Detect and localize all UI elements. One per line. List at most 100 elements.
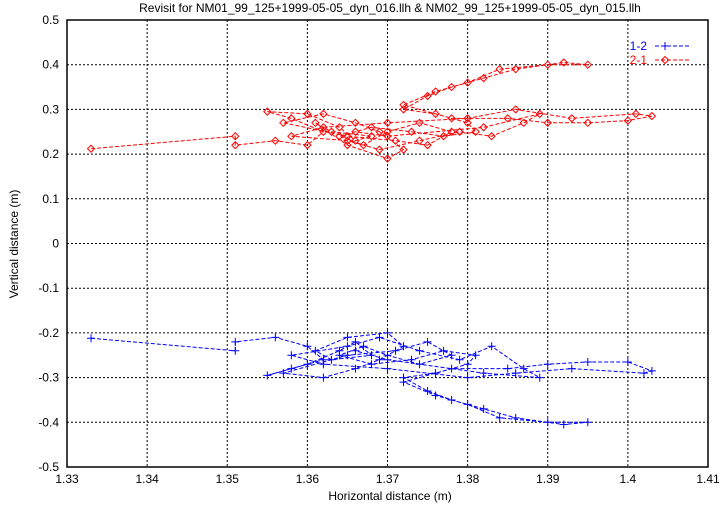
data-point [319,109,328,119]
data-point [415,346,424,355]
data-point [455,355,464,364]
data-point [343,351,352,360]
x-tick-label: 1.36 [296,472,320,486]
y-tick-label: 0.1 [42,192,59,206]
data-point [463,373,472,382]
x-axis-label: Horizontal distance (m) [328,489,451,503]
data-point [495,64,504,74]
series-line-2-1 [90,61,653,160]
data-point [367,351,376,360]
data-point [439,346,448,355]
data-point [399,100,408,110]
data-point [86,144,96,153]
data-point [567,364,576,373]
data-point [375,145,384,154]
y-tick-label: 0.4 [42,58,59,72]
y-tick-label: -0.4 [38,415,59,429]
data-point [319,373,328,382]
data-point [623,116,633,125]
data-point [647,366,656,375]
x-tick-label: 1.34 [135,472,159,486]
data-point [287,351,296,360]
data-point [279,369,288,378]
data-point [87,334,96,343]
data-point [511,369,520,378]
data-point [447,82,456,92]
data-point [431,391,440,400]
data-point [431,87,440,96]
data-point [319,127,328,136]
data-point [383,132,392,141]
data-point [351,118,360,128]
y-tick-label: 0.5 [42,13,59,27]
data-point [303,109,312,119]
data-point [583,418,592,427]
grid [66,19,709,468]
data-point [351,136,360,145]
data-point [335,123,344,132]
data-point [407,355,416,364]
data-point [495,413,504,422]
data-point [319,123,328,132]
data-point [559,420,568,429]
data-point [271,333,280,342]
data-point [415,136,424,145]
data-point [447,395,456,404]
y-tick-label: 0 [52,237,59,251]
data-point [367,360,376,369]
data-point [479,369,488,378]
data-point [447,364,456,373]
data-point [567,114,576,123]
series-line-1-2 [90,332,654,426]
data-point [287,364,296,373]
data-point [231,337,240,346]
data-point [287,114,296,123]
legend-label-1-2: 1-2 [630,39,648,53]
data-point [463,360,472,369]
data-point [391,346,400,355]
data-point [447,114,456,123]
data-point [423,337,432,346]
data-point [375,355,384,364]
data-point [343,132,352,141]
data-point [583,357,592,366]
data-point [503,364,512,373]
data-point [543,60,552,69]
x-tick-label: 1.33 [55,472,79,486]
data-point [343,342,352,351]
data-point [351,364,360,373]
data-point [543,418,552,427]
data-point [415,118,424,128]
data-point [455,127,464,136]
data-point [359,140,368,150]
data-point [487,132,496,141]
legend-label-2-1: 2-1 [630,53,648,67]
series-group [86,58,657,429]
y-tick-label: -0.3 [38,371,59,385]
data-point [383,355,392,364]
data-point [623,357,632,366]
data-point [463,400,472,409]
data-point [583,118,593,128]
x-tick-label: 1.37 [376,472,400,486]
data-point [447,351,456,360]
data-point [311,118,320,128]
data-point [511,64,520,74]
plot-frame [66,19,709,468]
x-tick-label: 1.4 [620,472,637,486]
data-point [351,337,360,346]
x-tick-label: 1.39 [536,472,560,486]
data-point [383,328,392,337]
data-point [359,342,368,351]
data-point [271,136,280,145]
data-point [431,369,440,378]
data-point [383,364,392,373]
data-point [511,105,520,114]
data-point [263,107,272,116]
legend-marker-1-2 [661,42,669,50]
data-point [375,333,384,342]
data-point [231,132,240,141]
data-point [463,114,472,123]
data-point [351,346,360,355]
